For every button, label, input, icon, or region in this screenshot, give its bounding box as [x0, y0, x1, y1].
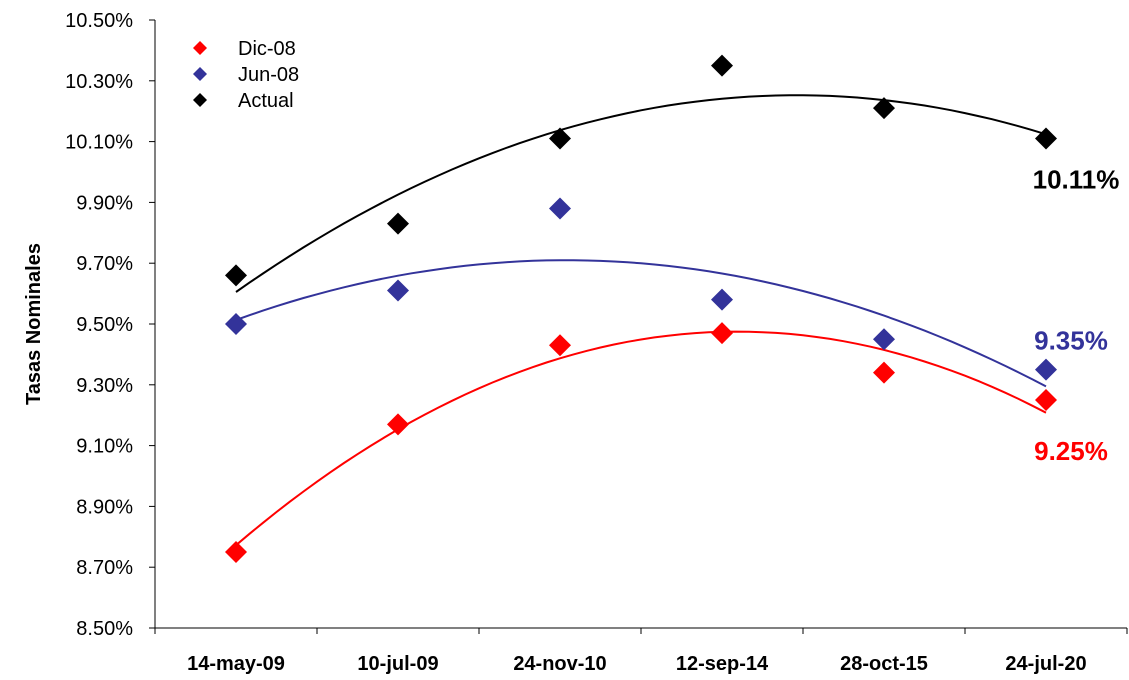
- end-value-label: 9.35%: [1034, 326, 1108, 356]
- x-tick-label: 28-oct-15: [840, 653, 928, 675]
- y-tick-label: 9.50%: [76, 314, 133, 336]
- data-point: [225, 313, 247, 335]
- x-tick-label: 24-jul-20: [1005, 653, 1086, 675]
- data-point: [711, 322, 733, 345]
- y-tick-label: 9.70%: [76, 253, 133, 275]
- end-value-label: 10.11%: [1033, 165, 1120, 195]
- x-tick-label: 12-sep-14: [676, 653, 769, 675]
- legend: Dic-08 Jun-08 Actual: [193, 38, 299, 112]
- y-tick-label: 8.50%: [76, 618, 133, 640]
- data-point: [387, 279, 409, 302]
- end-value-label: 9.25%: [1034, 436, 1108, 466]
- y-tick-label: 10.50%: [65, 10, 133, 32]
- legend-label: Actual: [238, 90, 294, 112]
- y-tick-label: 9.10%: [76, 436, 133, 458]
- x-tick-label: 24-nov-10: [513, 653, 606, 675]
- end-labels: 9.25% 9.35% 10.11%: [1033, 165, 1120, 466]
- data-point: [387, 413, 409, 436]
- y-tick-label: 10.30%: [65, 71, 133, 93]
- y-tick-label: 8.90%: [76, 496, 133, 518]
- legend-label: Jun-08: [238, 64, 299, 86]
- data-point: [549, 197, 571, 220]
- data-point: [873, 97, 895, 120]
- data-point: [225, 264, 247, 287]
- y-axis-title: Tasas Nominales: [23, 243, 45, 405]
- data-point: [549, 127, 571, 150]
- data-point: [711, 54, 733, 77]
- trendline-actual: [235, 94, 1047, 293]
- legend-marker: [193, 67, 207, 81]
- axes: 8.50% 8.70% 8.90% 9.10% 9.30% 9.50% 9.70% 9.90%…: [23, 10, 1128, 675]
- x-tick-label: 14-may-09: [187, 653, 285, 675]
- data-point: [1035, 358, 1057, 381]
- data-point: [873, 361, 895, 384]
- y-tick-label: 8.70%: [76, 557, 133, 579]
- legend-label: Dic-08: [238, 38, 296, 60]
- data-markers: [225, 54, 1057, 563]
- trendline-dic-08: [235, 330, 1047, 546]
- y-tick-label: 9.30%: [76, 375, 133, 397]
- data-point: [549, 334, 571, 357]
- x-tick-label: 10-jul-09: [357, 653, 438, 675]
- data-point: [225, 541, 247, 563]
- data-point: [1035, 389, 1057, 411]
- trendlines: [235, 94, 1047, 546]
- legend-marker: [193, 93, 207, 107]
- y-tick-label: 9.90%: [76, 192, 133, 214]
- data-point: [1035, 127, 1057, 150]
- trendline-jun-08: [235, 259, 1047, 388]
- data-point: [711, 288, 733, 311]
- data-point: [387, 212, 409, 235]
- y-tick-label: 10.10%: [65, 132, 133, 154]
- legend-marker: [193, 41, 207, 55]
- data-point: [873, 328, 895, 351]
